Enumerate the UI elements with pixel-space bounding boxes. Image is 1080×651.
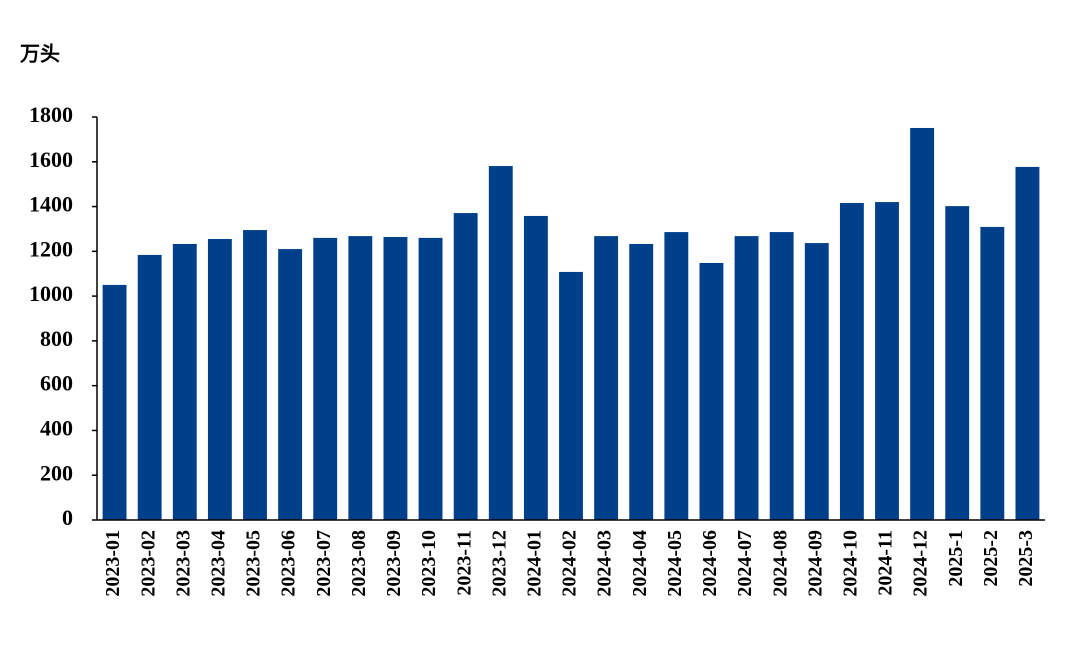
x-tick-label: 2023-04 bbox=[207, 530, 229, 597]
bar bbox=[102, 284, 127, 520]
y-tick-label: 1800 bbox=[29, 102, 73, 127]
x-tick-label: 2023-02 bbox=[137, 530, 159, 597]
x-tick-label: 2025-1 bbox=[945, 530, 967, 587]
y-tick-label: 800 bbox=[40, 326, 73, 351]
y-tick-label: 1600 bbox=[29, 147, 73, 172]
y-tick-label: 1200 bbox=[29, 236, 73, 261]
bar bbox=[875, 202, 899, 521]
x-tick-label: 2024-10 bbox=[839, 530, 861, 597]
y-tick-label: 1400 bbox=[29, 192, 73, 217]
x-tick-label: 2024-06 bbox=[699, 530, 721, 597]
x-tick-label: 2023-12 bbox=[488, 530, 510, 597]
bar bbox=[1015, 166, 1040, 520]
y-tick-label: 200 bbox=[40, 460, 73, 485]
x-tick-label: 2023-09 bbox=[383, 530, 405, 597]
bar bbox=[629, 243, 654, 520]
y-tick-label: 0 bbox=[62, 505, 73, 530]
x-tick-label: 2025-3 bbox=[1015, 530, 1037, 587]
bar bbox=[839, 202, 864, 520]
bar bbox=[980, 226, 1005, 520]
x-tick-label: 2024-03 bbox=[594, 530, 616, 597]
x-tick-label: 2023-06 bbox=[278, 530, 300, 597]
x-tick-label: 2023-11 bbox=[453, 530, 475, 596]
x-tick-label: 2024-11 bbox=[875, 530, 897, 596]
y-tick-label: 400 bbox=[40, 415, 73, 440]
bar bbox=[453, 213, 478, 520]
bar bbox=[383, 237, 408, 520]
x-tick-label: 2024-07 bbox=[734, 530, 756, 597]
bar bbox=[523, 215, 548, 520]
bar bbox=[594, 236, 619, 520]
bar bbox=[769, 232, 794, 520]
x-tick-label: 2024-01 bbox=[523, 530, 545, 597]
bar bbox=[945, 206, 970, 520]
x-tick-label: 2024-08 bbox=[769, 530, 791, 597]
y-axis-label: 万头 bbox=[19, 43, 60, 66]
bar bbox=[348, 236, 373, 520]
bar bbox=[137, 254, 162, 520]
x-tick-label: 2025-2 bbox=[980, 530, 1002, 587]
x-tick-label: 2023-08 bbox=[348, 530, 370, 597]
bar bbox=[488, 166, 513, 520]
bar bbox=[734, 236, 759, 520]
bar bbox=[559, 271, 583, 520]
bar bbox=[804, 243, 829, 520]
bar bbox=[699, 262, 724, 520]
x-tick-label: 2023-03 bbox=[172, 530, 194, 597]
x-tick-label: 2024-09 bbox=[804, 530, 826, 597]
bar bbox=[910, 127, 935, 521]
bar bbox=[243, 230, 267, 520]
x-tick-label: 2023-05 bbox=[243, 530, 265, 597]
bar bbox=[664, 232, 689, 520]
x-tick-label: 2024-12 bbox=[910, 530, 932, 597]
bar bbox=[172, 243, 197, 520]
x-tick-label: 2024-02 bbox=[559, 530, 581, 597]
bar bbox=[313, 237, 338, 520]
bar bbox=[207, 239, 232, 520]
bar bbox=[418, 237, 443, 520]
y-tick-label: 1000 bbox=[29, 281, 73, 306]
x-tick-label: 2023-10 bbox=[418, 530, 440, 597]
bar bbox=[278, 249, 303, 520]
y-tick-label: 600 bbox=[40, 371, 73, 396]
x-tick-label: 2024-05 bbox=[664, 530, 686, 597]
x-tick-label: 2023-07 bbox=[313, 530, 335, 597]
x-tick-label: 2024-04 bbox=[629, 530, 651, 597]
x-tick-label: 2023-01 bbox=[102, 530, 124, 597]
